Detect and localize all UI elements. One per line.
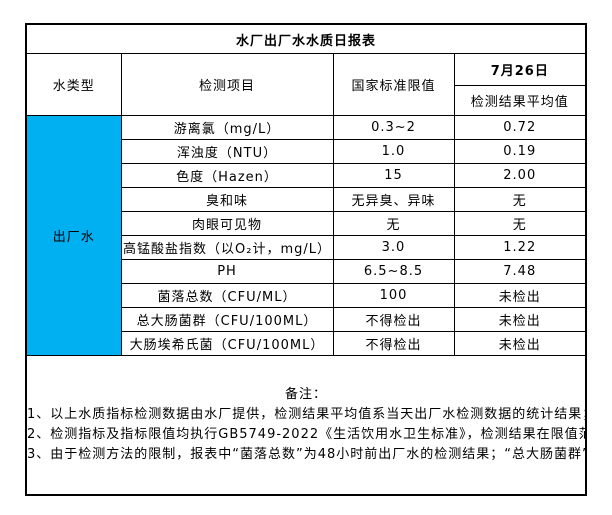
standard-value-cell: 100 xyxy=(332,283,455,308)
water-quality-table: 水厂出厂水水质日报表 水类型 检测项目 国家标准限值 7月26日 检测结果平均值… xyxy=(25,23,588,496)
item-name-cell: 菌落总数（CFU/ML） xyxy=(120,283,334,308)
result-value-cell: 7.48 xyxy=(453,259,587,284)
item-name-cell: 肉眼可见物 xyxy=(120,211,334,236)
page-title: 水厂出厂水水质日报表 xyxy=(25,23,587,54)
water-type-merged-cell: 出厂水 xyxy=(25,115,122,356)
item-name-cell: 游离氯（mg/L） xyxy=(120,115,334,140)
item-name-cell: 臭和味 xyxy=(120,187,334,212)
notes-section: 备注： 1、以上水质指标检测数据由水厂提供，检测结果平均值系当天出厂水检测数据的… xyxy=(25,355,587,496)
note-line: 1、以上水质指标检测数据由水厂提供，检测结果平均值系当天出厂水检测数据的统计结果… xyxy=(27,407,587,422)
report-date: 7月26日 xyxy=(453,53,587,86)
standard-value-cell: 3.0 xyxy=(332,235,455,260)
result-value-cell: 0.19 xyxy=(453,139,587,164)
standard-value-cell: 不得检出 xyxy=(332,307,455,332)
header-row: 水类型 检测项目 国家标准限值 7月26日 xyxy=(25,53,587,116)
table-row: PH 6.5~8.5 7.48 xyxy=(26,259,587,284)
standard-value-cell: 无 xyxy=(332,211,455,236)
item-name-cell: 色度（Hazen） xyxy=(120,163,334,188)
column-header-result-average: 检测结果平均值 xyxy=(453,85,587,116)
notes-row: 备注： 1、以上水质指标检测数据由水厂提供，检测结果平均值系当天出厂水检测数据的… xyxy=(25,355,587,496)
standard-value-cell: 1.0 xyxy=(332,139,455,164)
table-row: 总大肠菌群（CFU/100ML） 不得检出 未检出 xyxy=(26,307,587,332)
item-name-cell: 总大肠菌群（CFU/100ML） xyxy=(120,307,334,332)
standard-value-cell: 6.5~8.5 xyxy=(332,259,455,284)
item-name-cell: 浑浊度（NTU） xyxy=(120,139,334,164)
table-row: 肉眼可见物 无 无 xyxy=(26,211,587,236)
note-line: 备注： xyxy=(285,387,328,402)
result-value-cell: 未检出 xyxy=(453,331,587,356)
table-row: 色度（Hazen） 15 2.00 xyxy=(26,163,587,188)
result-value-cell: 无 xyxy=(453,187,587,212)
result-value-cell: 无 xyxy=(453,211,587,236)
item-name-cell: 大肠埃希氏菌（CFU/100ML） xyxy=(120,331,334,356)
table-row: 菌落总数（CFU/ML） 100 未检出 xyxy=(26,283,587,308)
item-name-cell: PH xyxy=(120,259,334,284)
result-value-cell: 0.72 xyxy=(453,115,587,140)
note-line: 2、检测指标及指标限值均执行GB5749-2022《生活饮用水卫生标准》，检测结… xyxy=(27,427,587,442)
column-header-water-type: 水类型 xyxy=(25,53,122,116)
column-header-test-item: 检测项目 xyxy=(120,53,334,116)
result-value-cell: 1.22 xyxy=(453,235,587,260)
table-row: 高锰酸盐指数（以O₂计，mg/L） 3.0 1.22 xyxy=(26,235,587,260)
standard-value-cell: 0.3~2 xyxy=(332,115,455,140)
item-name-cell: 高锰酸盐指数（以O₂计，mg/L） xyxy=(120,235,334,260)
title-row: 水厂出厂水水质日报表 xyxy=(25,23,587,54)
result-value-cell: 未检出 xyxy=(453,283,587,308)
standard-value-cell: 无异臭、异味 xyxy=(332,187,455,212)
column-header-national-standard: 国家标准限值 xyxy=(332,53,455,116)
table-row: 臭和味 无异臭、异味 无 xyxy=(26,187,587,212)
standard-value-cell: 不得检出 xyxy=(332,331,455,356)
table-row: 浑浊度（NTU） 1.0 0.19 xyxy=(26,139,587,164)
table-row: 大肠埃希氏菌（CFU/100ML） 不得检出 未检出 xyxy=(26,331,587,356)
standard-value-cell: 15 xyxy=(332,163,455,188)
result-value-cell: 未检出 xyxy=(453,307,587,332)
result-value-cell: 2.00 xyxy=(453,163,587,188)
table-row: 出厂水 游离氯（mg/L） 0.3~2 0.72 xyxy=(25,115,587,356)
header-subrow: 检测结果平均值 xyxy=(26,85,587,116)
note-line: 3、由于检测方法的限制，报表中“菌落总数”为48小时前出厂水的检测结果；“总大肠… xyxy=(27,447,585,462)
